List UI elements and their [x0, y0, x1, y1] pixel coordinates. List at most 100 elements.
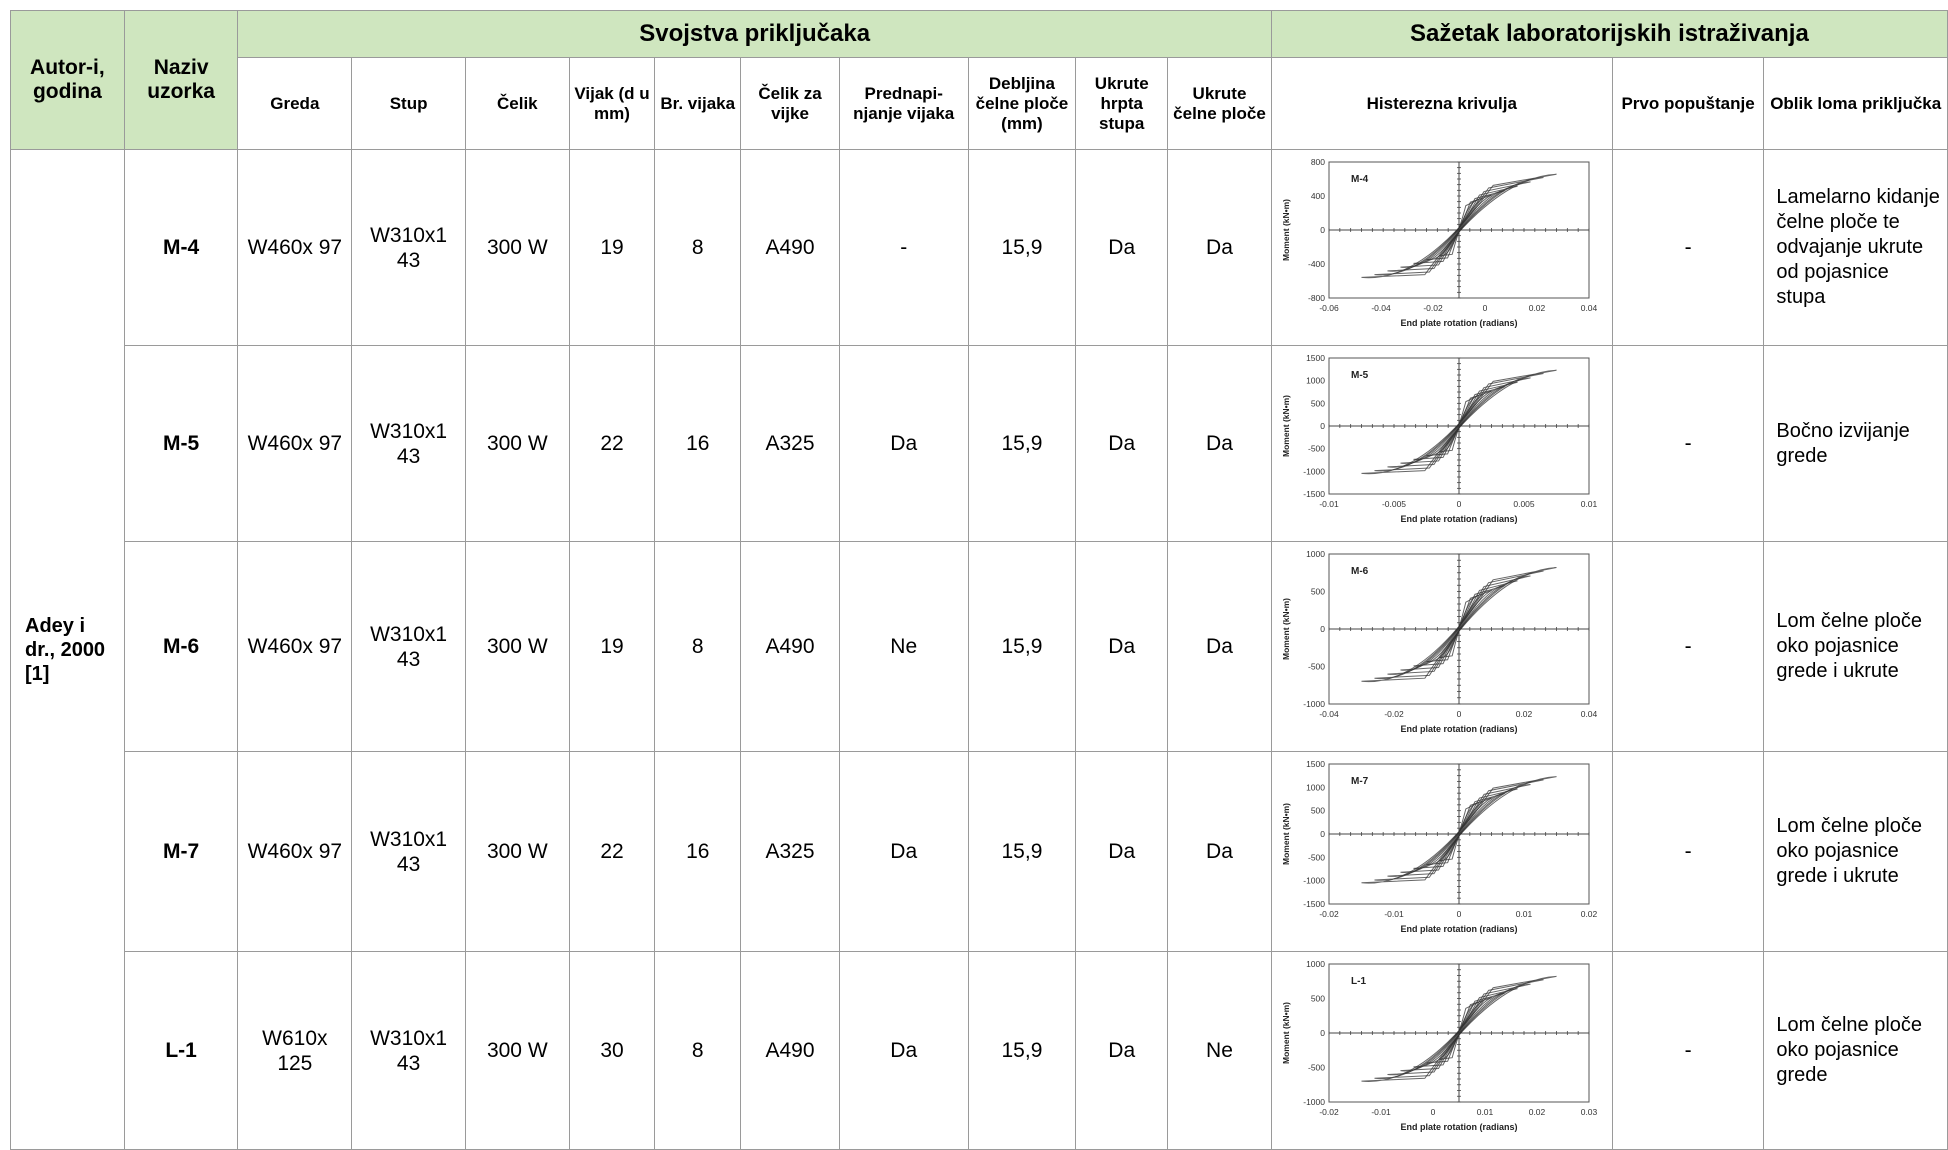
table-row: Adey i dr., 2000 [1] M-4 W460x 97 W310x1 43… [10, 149, 1948, 1150]
hysteresis-loops [1361, 776, 1557, 884]
specimen-name: M-7 [123, 751, 239, 952]
steel-cell: 300 W [465, 345, 570, 542]
y-tick-label: 1500 [1306, 353, 1325, 363]
y-axis-label: Moment (kN•m) [1281, 395, 1291, 457]
beam-cell: W460x 97 [237, 541, 353, 752]
y-tick-label: -500 [1308, 662, 1325, 672]
bolt-cell: 19 [568, 149, 656, 346]
bolt-cell: 22 [568, 751, 656, 952]
header-author: Autor-i, godina [10, 10, 125, 150]
x-tick-label: -0.04 [1319, 709, 1339, 719]
header-web-stiffener: Ukrute hrpta stupa [1075, 57, 1169, 150]
x-tick-label: -0.01 [1371, 1107, 1391, 1117]
failure-mode-cell: Lom čelne ploče oko pojasnice grede [1763, 951, 1948, 1150]
bolt-cell: 30 [568, 951, 656, 1150]
x-tick-label: 0 [1456, 709, 1461, 719]
hysteresis-plot: -0.02 -0.01 0 0.01 0.02 1500 1000 500 0 -500 -1000… [1281, 759, 1598, 934]
header-group-properties: Svojstva priključaka [237, 10, 1272, 58]
plot-label: L-1 [1351, 976, 1366, 987]
x-tick-label: -0.01 [1384, 909, 1404, 919]
hysteresis-loops [1361, 975, 1557, 1082]
x-tick-label: 0.02 [1581, 909, 1598, 919]
y-tick-label: 0 [1320, 1028, 1325, 1038]
x-tick-label: 0.01 [1581, 499, 1598, 509]
y-tick-label: -1500 [1303, 899, 1325, 909]
plate-stiffener-cell: Da [1167, 541, 1272, 752]
plot-label: M-5 [1351, 370, 1369, 381]
bolt-count-cell: 16 [654, 345, 742, 542]
x-axis-label: End plate rotation (radians) [1400, 318, 1517, 328]
y-tick-label: -500 [1308, 852, 1325, 862]
y-tick-label: 500 [1311, 806, 1325, 816]
x-tick-label: -0.02 [1384, 709, 1404, 719]
x-tick-label: -0.01 [1319, 499, 1339, 509]
specimen-name: M-4 [123, 149, 239, 346]
header-failure-mode: Oblik loma priključka [1763, 57, 1948, 150]
hysteresis-plot: -0.02 -0.01 0 0.01 0.02 0.03 1000 500 0 -500 -1000… [1281, 959, 1598, 1132]
pretension-cell: Ne [838, 541, 969, 752]
plot-label: M-4 [1351, 174, 1369, 185]
plot-label: M-6 [1351, 566, 1369, 577]
y-tick-label: 0 [1320, 421, 1325, 431]
y-tick-label: 1000 [1306, 782, 1325, 792]
beam-cell: W460x 97 [237, 345, 353, 542]
hysteresis-plot-cell: -0.02 -0.01 0 0.01 0.02 0.03 1000 500 0 -500 -1000… [1270, 951, 1613, 1150]
y-tick-label: -400 [1308, 259, 1325, 269]
column-cell: W310x1 43 [351, 951, 466, 1150]
hysteresis-plot-cell: -0.04 -0.02 0 0.02 0.04 1000 500 0 -500 -1000 End … [1270, 541, 1613, 752]
web-stiffener-cell: Da [1075, 149, 1169, 346]
y-tick-label: 500 [1311, 994, 1325, 1004]
author-cell: Adey i dr., 2000 [1] [10, 149, 125, 1150]
hysteresis-plot-cell: -0.06 -0.04 -0.02 0 0.02 0.04 800 400 0 -400 -800 E… [1270, 149, 1613, 346]
header-bolt-steel: Čelik za vijke [740, 57, 840, 150]
hysteresis-plot-cell: -0.01 -0.005 0 0.005 0.01 1500 1000 500 0 -500 -10… [1270, 345, 1613, 542]
table-row: M-7 W460x 97 W310x1 43 300 W 22 16 A325 Da 15,9 D… [11, 751, 1948, 952]
header-bolt: Vijak (d u mm) [568, 57, 656, 150]
plate-thickness-cell: 15,9 [967, 149, 1077, 346]
y-tick-label: 1000 [1306, 376, 1325, 386]
failure-mode-cell: Bočno izvijanje grede [1763, 345, 1948, 542]
column-cell: W310x1 43 [351, 149, 466, 346]
plate-stiffener-cell: Da [1167, 149, 1272, 346]
x-tick-label: -0.04 [1371, 303, 1391, 313]
column-cell: W310x1 43 [351, 345, 466, 542]
y-tick-label: -1000 [1303, 699, 1325, 709]
x-tick-label: 0.04 [1581, 709, 1598, 719]
specimen-name: M-5 [123, 345, 239, 542]
pretension-cell: Da [838, 951, 969, 1150]
y-tick-label: 500 [1311, 398, 1325, 408]
table-row: L-1 W610x 125 W310x1 43 300 W 30 8 A490 Da 15,9 D… [11, 951, 1948, 1150]
bolt-count-cell: 8 [654, 149, 742, 346]
y-tick-label: 0 [1320, 225, 1325, 235]
plate-stiffener-cell: Da [1167, 751, 1272, 952]
bolt-cell: 22 [568, 345, 656, 542]
y-tick-label: -500 [1308, 1063, 1325, 1073]
web-stiffener-cell: Da [1075, 541, 1169, 752]
bolt-steel-cell: A325 [740, 345, 840, 542]
data-table: Autor-i, godina Naziv uzorka Svojstva pr… [10, 10, 1948, 1150]
plate-thickness-cell: 15,9 [967, 541, 1077, 752]
header-plate-stiffener: Ukrute čelne ploče [1167, 57, 1272, 150]
y-tick-label: -800 [1308, 293, 1325, 303]
header-first-yield: Prvo popuštanje [1611, 57, 1765, 150]
x-tick-label: -0.02 [1423, 303, 1443, 313]
x-tick-label: 0 [1430, 1107, 1435, 1117]
y-tick-label: 1000 [1306, 549, 1325, 559]
x-tick-label: -0.02 [1319, 909, 1339, 919]
y-tick-label: -1500 [1303, 489, 1325, 499]
header-steel: Čelik [465, 57, 570, 150]
header-hysteresis: Histerezna krivulja [1270, 57, 1613, 150]
bolt-steel-cell: A325 [740, 751, 840, 952]
failure-mode-cell: Lamelarno kidanje čelne ploče te odvajan… [1763, 149, 1948, 346]
steel-cell: 300 W [465, 751, 570, 952]
steel-cell: 300 W [465, 951, 570, 1150]
y-tick-label: -500 [1308, 444, 1325, 454]
bolt-steel-cell: A490 [740, 541, 840, 752]
web-stiffener-cell: Da [1075, 951, 1169, 1150]
beam-cell: W460x 97 [237, 751, 353, 952]
beam-cell: W460x 97 [237, 149, 353, 346]
y-tick-label: 800 [1311, 157, 1325, 167]
first-yield-cell: - [1611, 345, 1765, 542]
specimen-name: L-1 [123, 951, 239, 1150]
y-tick-label: -1000 [1303, 1097, 1325, 1107]
